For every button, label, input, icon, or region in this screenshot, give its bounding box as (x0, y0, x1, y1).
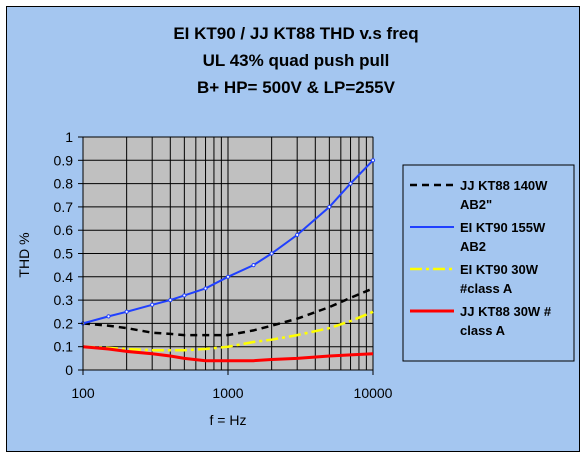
series-line-1 (82, 159, 374, 325)
chart-title: EI KT90 / JJ KT88 THD v.s freq UL 43% qua… (173, 24, 418, 97)
y-tick-label: 0.2 (54, 315, 74, 331)
series-point (203, 286, 208, 291)
y-tick-label: 0.6 (54, 222, 74, 238)
legend-entry-label: JJ KT88 140W (460, 178, 548, 193)
y-tick-label: 0.9 (54, 152, 74, 168)
legend-entry-label: EI KT90 155W (460, 220, 546, 235)
series-point (168, 298, 173, 303)
y-tick-label: 1 (65, 129, 73, 145)
x-tick-label: 100 (71, 385, 95, 401)
y-tick-label: 0 (65, 362, 73, 378)
x-tick-label: 1000 (212, 385, 243, 401)
y-tick-label: 0.7 (54, 199, 74, 215)
series-point (295, 232, 300, 237)
y-tick-label: 0.5 (54, 246, 74, 262)
data-series (80, 158, 376, 363)
legend-entry-label: AB2 (460, 239, 486, 254)
series-point (124, 309, 129, 314)
series-point (225, 274, 231, 279)
y-tick-label: 0.1 (54, 339, 74, 355)
series-point (370, 158, 376, 163)
series-point (251, 263, 256, 268)
legend-entry-label: EI KT90 30W (460, 262, 539, 277)
y-tick-label: 0.3 (54, 292, 74, 308)
y-tick-label: 0.4 (54, 269, 74, 285)
series-point (327, 204, 332, 209)
legend-entry-label: #class A (460, 281, 513, 296)
chart-title-line: EI KT90 / JJ KT88 THD v.s freq (173, 24, 418, 43)
series-point (106, 314, 111, 319)
series-line-0 (82, 287, 374, 337)
x-axis-label: f = Hz (210, 412, 247, 428)
series-line-2 (82, 310, 374, 352)
grid-lines (83, 136, 374, 370)
legend-entry-label: AB2" (460, 197, 492, 212)
chart-area: EI KT90 / JJ KT88 THD v.s freq UL 43% qua… (6, 6, 580, 452)
x-tick-label: 10000 (354, 385, 393, 401)
chart-title-line: UL 43% quad push pull (203, 51, 390, 70)
y-tick-label: 0.8 (54, 176, 74, 192)
series-point (150, 302, 155, 307)
chart-title-line: B+ HP= 500V & LP=255V (197, 78, 396, 97)
legend-box (402, 164, 575, 362)
y-axis-label: THD % (16, 232, 32, 277)
series-line-3 (82, 345, 374, 363)
axes: 0 0.1 0.2 0.3 0.4 0.5 0.6 0.7 0.8 0.9 1 100 1000 1000… (54, 129, 393, 401)
legend-entry-label: JJ KT88 30W # (460, 304, 552, 319)
legend-entry-label: class A (460, 323, 506, 338)
legend: JJ KT88 140W AB2" EI KT90 155W AB2 EI KT90 3… (402, 164, 575, 362)
series-point (182, 293, 187, 298)
series-point (269, 251, 274, 256)
chart-svg: EI KT90 / JJ KT88 THD v.s freq UL 43% qua… (16, 24, 575, 428)
series-point (348, 181, 353, 186)
